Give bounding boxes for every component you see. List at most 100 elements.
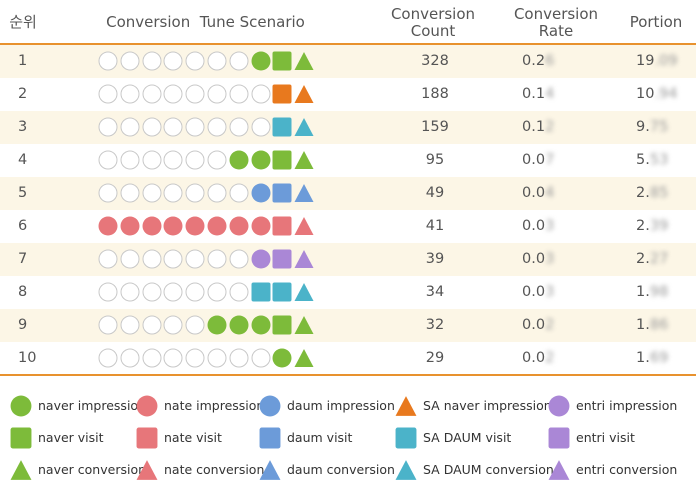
scenario-step [251,348,271,368]
empty-circle-icon [207,150,227,170]
scenario-step [185,51,205,71]
legend-label: entri visit [576,430,635,445]
circle-icon [229,216,249,236]
empty-circle-icon [229,84,249,104]
scenario-step [120,51,140,71]
scenario-step [98,282,118,302]
scenario-step [251,282,271,302]
legend-label: naver impression [38,398,146,413]
rate-blurred: 3 [545,284,555,300]
scenario-step [142,84,162,104]
scenario-step [163,183,183,203]
legend-label: daum conversion [287,462,395,477]
count-header: Conversion Count [378,6,488,40]
empty-circle-icon [229,51,249,71]
table-header: 순위 Conversion Tune Scenario Conversion C… [0,0,696,43]
count-cell: 159 [421,119,449,135]
triangle-icon [294,250,314,268]
triangle-icon [10,460,32,480]
rate-blurred: 3 [545,251,555,267]
square-icon [136,427,158,449]
portion-cell: 1.98 [636,276,668,309]
count-header-line1: Conversion [390,5,476,23]
empty-circle-icon [142,315,162,335]
scenario-step [294,282,314,302]
portion-visible: 5. [636,152,650,168]
portion-visible: 2. [636,218,650,234]
legend-label: entri impression [576,398,678,413]
scenario-step [163,51,183,71]
scenario-step [207,84,227,104]
triangle-icon [136,460,158,480]
triangle-icon [294,151,314,169]
empty-circle-icon [185,84,205,104]
scenario-step [294,84,314,104]
scenario-step [207,348,227,368]
portion-visible: 10 [636,86,655,102]
count-cell: 32 [425,317,445,333]
rate-visible: 0.1 [522,119,546,135]
scenario-step [120,216,140,236]
portion-blurred: 53 [649,152,669,168]
square-icon [272,282,292,302]
empty-circle-icon [229,348,249,368]
count-cell: 188 [421,86,449,102]
empty-circle-icon [185,51,205,71]
empty-circle-icon [185,183,205,203]
scenario-step [294,51,314,71]
empty-circle-icon [142,183,162,203]
scenario-step [185,84,205,104]
scenario-step [251,249,271,269]
portion-visible: 2. [636,185,650,201]
scenario-step [229,348,249,368]
rate-header-line2: Rate [538,22,574,40]
circle-icon [120,216,140,236]
rate-cell: 0.03 [522,210,554,243]
scenario-step [163,117,183,137]
circle-icon [548,395,570,417]
circle-icon [251,249,271,269]
legend-swatch [10,459,32,481]
legend-label: nate impression [164,398,265,413]
rate-blurred: 2 [545,119,555,135]
table-row: 4 95 0.07 5.53 [0,144,696,177]
rate-blurred: 3 [545,218,555,234]
scenario-step [251,150,271,170]
scenario-step [251,84,271,104]
portion-blurred: 85 [649,185,669,201]
portion-visible: 9. [636,119,650,135]
rate-blurred: 6 [545,53,555,69]
scenario-step [163,150,183,170]
scenario-step [120,249,140,269]
circle-icon [142,216,162,236]
legend-swatch [259,459,281,481]
legend-swatch [548,459,570,481]
scenario-step [142,51,162,71]
empty-circle-icon [185,150,205,170]
legend-label: naver visit [38,430,104,445]
empty-circle-icon [229,183,249,203]
legend-swatch [548,427,570,449]
scenario-step [294,348,314,368]
scenario-step [98,348,118,368]
portion-cell: 10.94 [636,78,678,111]
empty-circle-icon [185,348,205,368]
circle-icon [207,315,227,335]
triangle-icon [294,349,314,367]
table-row: 2 188 0.14 10.94 [0,78,696,111]
empty-circle-icon [163,150,183,170]
rank-cell: 2 [18,86,28,102]
rate-cell: 0.12 [522,111,554,144]
empty-circle-icon [251,348,271,368]
empty-circle-icon [185,315,205,335]
count-cell: 328 [421,53,449,69]
legend-label: nate visit [164,430,222,445]
table-row: 1 328 0.26 19.09 [0,45,696,78]
rate-visible: 0.0 [522,251,546,267]
square-icon [272,117,292,137]
scenario-step [272,282,292,302]
rate-visible: 0.1 [522,86,546,102]
scenario-step [272,117,292,137]
triangle-icon [259,460,281,480]
scenario-step [98,315,118,335]
